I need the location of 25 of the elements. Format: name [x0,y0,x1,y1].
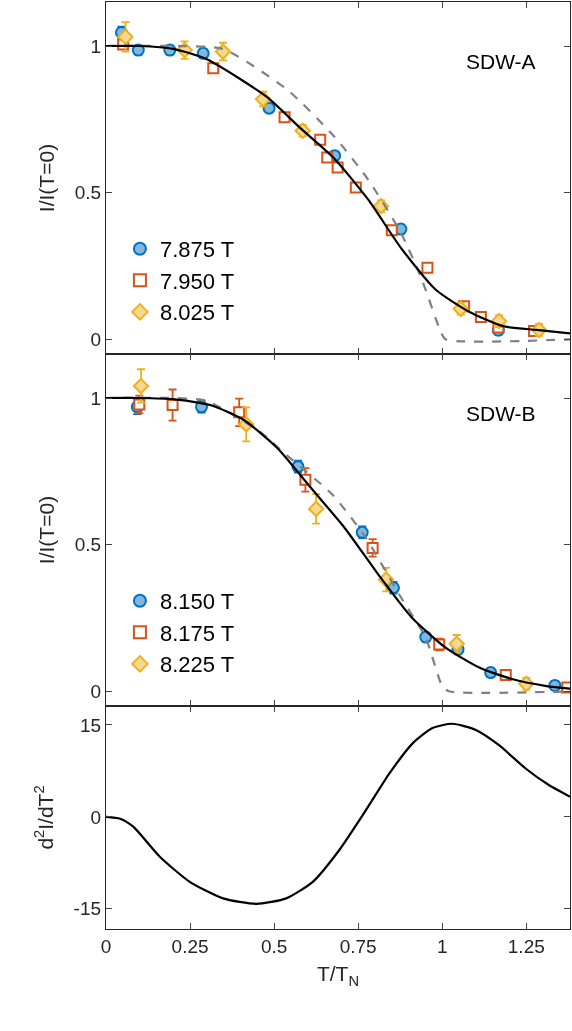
y-tick-label: 15 [79,714,102,736]
y-axis-title: I/I(T=0) [34,143,58,213]
y-tick-label: 0 [90,680,102,702]
y-tick-label: 0 [90,328,102,350]
y-tick-label: 0.5 [74,534,102,556]
y-tick-label: 1 [90,387,102,409]
annotation: SDW-B [466,402,536,425]
x-tick-label: 1.25 [507,935,545,957]
legend-label: 8.150 T [159,589,235,615]
y-axis-title: I/I(T=0) [34,495,58,565]
x-tick-label: 1 [436,935,448,957]
y-tick-label: -15 [73,898,102,920]
y-tick-label: 0.5 [74,182,102,204]
legend-label: 7.950 T [159,268,235,294]
legend-label: 8.175 T [159,620,235,646]
x-tick-label: 0.25 [171,935,209,957]
x-tick-label: 0.5 [260,935,288,957]
annotation: SDW-A [466,50,536,73]
y-tick-label: 0 [90,806,102,828]
x-axis-title: T/T$_{N}$ [316,962,360,989]
legend-label: 8.025 T [159,300,235,326]
legend-label: 8.225 T [159,652,235,678]
x-tick-label: 0.75 [339,935,377,957]
legend-label: 7.875 T [159,237,235,263]
y-tick-label: 1 [90,35,102,57]
